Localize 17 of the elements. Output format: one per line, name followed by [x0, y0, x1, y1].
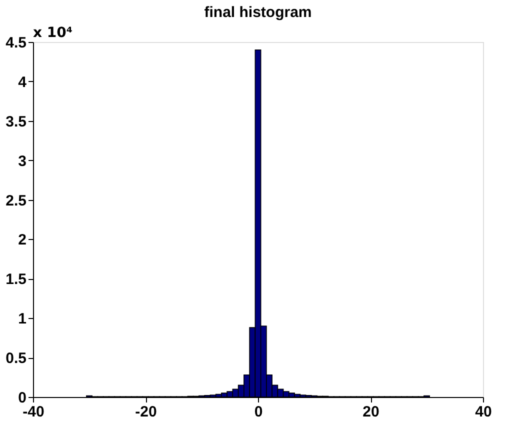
x-tick-label: 0 — [254, 404, 263, 420]
y-tick-label: 0 — [18, 390, 26, 406]
y-tick-label: 4 — [18, 74, 28, 91]
y-tick-label: 3.5 — [6, 113, 26, 130]
chart-title: final histogram — [204, 4, 312, 21]
y-tick-label: 1.5 — [6, 271, 26, 288]
y-tick-label: 2 — [18, 232, 26, 249]
y-tick-label: 4.5 — [6, 34, 26, 52]
y-tick-label: 1 — [18, 310, 26, 328]
x-tick-label: -20 — [135, 404, 157, 420]
text: x 10⁴ — [33, 25, 73, 41]
y-tick-label: 0.5 — [6, 350, 26, 368]
y-tick-label: 2.5 — [6, 192, 26, 210]
x-tick-label: 40 — [475, 404, 492, 420]
y-tick-label: 3 — [18, 152, 26, 170]
x-tick-label: 20 — [362, 404, 380, 420]
x-tick-label: -40 — [22, 404, 44, 420]
